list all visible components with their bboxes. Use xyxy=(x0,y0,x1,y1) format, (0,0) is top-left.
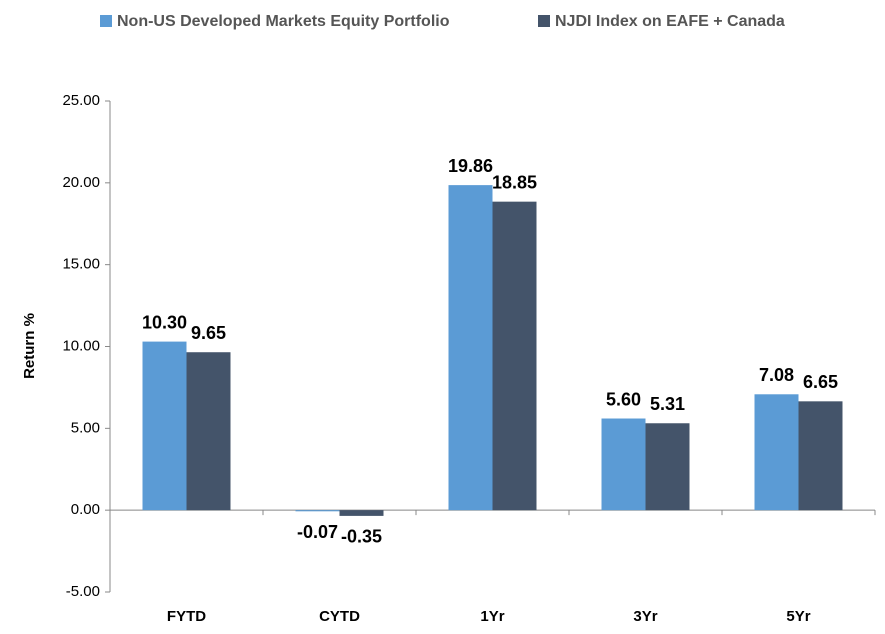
legend-label: Non-US Developed Markets Equity Portfoli… xyxy=(117,13,450,30)
bar xyxy=(601,418,646,511)
y-tick-label: 10.00 xyxy=(62,337,100,354)
bar xyxy=(142,341,187,511)
data-label: 5.31 xyxy=(650,394,685,414)
bar xyxy=(798,401,843,511)
data-label: -0.35 xyxy=(341,527,382,547)
x-tick-label: 1Yr xyxy=(480,608,504,625)
bar xyxy=(186,352,231,511)
data-label: 18.85 xyxy=(492,172,537,192)
x-tick-label: FYTD xyxy=(167,608,206,625)
bar xyxy=(448,185,493,511)
x-tick-label: 5Yr xyxy=(786,608,810,625)
legend-swatch xyxy=(100,15,112,27)
y-tick-label: 15.00 xyxy=(62,256,100,273)
data-label: -0.07 xyxy=(297,522,338,542)
bar xyxy=(295,510,340,512)
y-tick-label: 5.00 xyxy=(71,419,100,436)
bar xyxy=(492,201,537,511)
data-label: 10.30 xyxy=(142,312,187,332)
data-label: 7.08 xyxy=(759,365,794,385)
data-label: 9.65 xyxy=(191,323,226,343)
x-tick-label: CYTD xyxy=(319,608,360,625)
y-tick-label: -5.00 xyxy=(66,583,100,600)
y-tick-label: 25.00 xyxy=(62,92,100,109)
data-label: 5.60 xyxy=(606,389,641,409)
legend-swatch xyxy=(538,15,550,27)
data-label: 6.65 xyxy=(803,372,838,392)
y-tick-label: 20.00 xyxy=(62,174,100,191)
y-axis-label: Return % xyxy=(21,313,38,379)
legend-label: NJDI Index on EAFE + Canada xyxy=(555,13,785,30)
data-label: 19.86 xyxy=(448,156,493,176)
bar xyxy=(754,394,799,511)
bar xyxy=(645,423,690,511)
bar xyxy=(339,510,384,516)
y-tick-label: 0.00 xyxy=(71,501,100,518)
x-tick-label: 3Yr xyxy=(633,608,657,625)
